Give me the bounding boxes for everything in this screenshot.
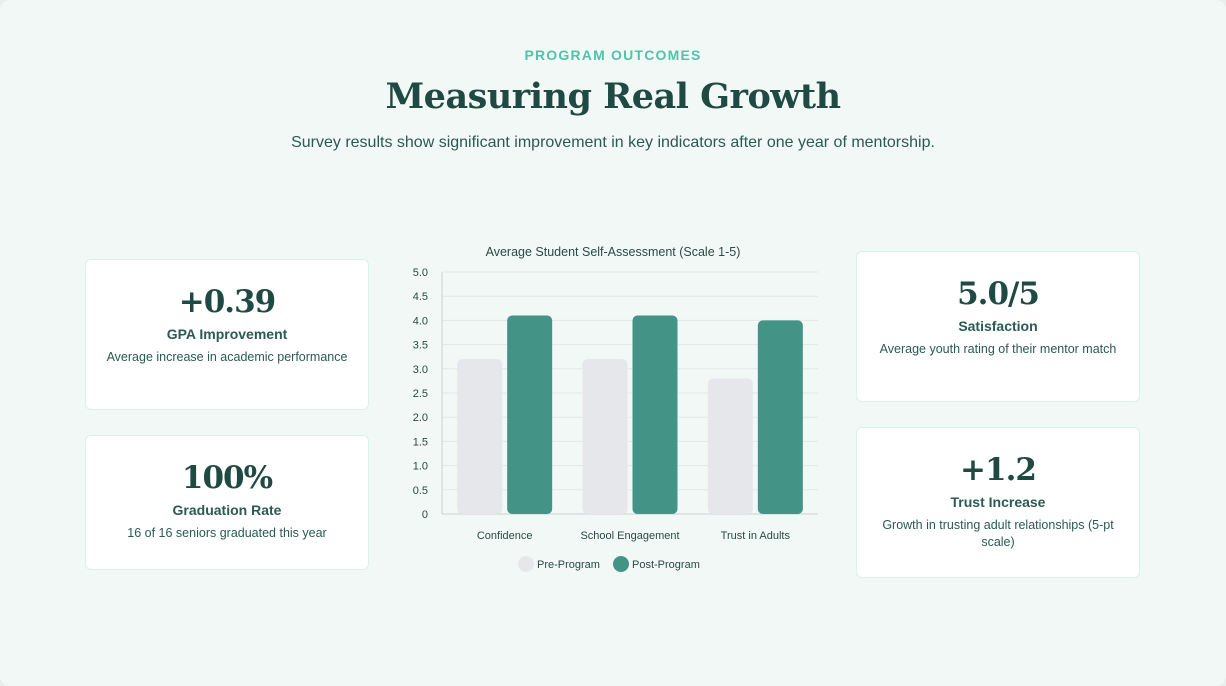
stat-label: Trust Increase: [950, 494, 1046, 510]
stat-value: +1.2: [960, 452, 1037, 488]
y-tick-label: 2.5: [413, 388, 428, 400]
legend-label: Pre-Program: [537, 559, 600, 571]
bar-pre-program: [457, 359, 503, 514]
y-tick-label: 4.0: [413, 315, 428, 327]
stat-description: Average youth rating of their mentor mat…: [879, 342, 1117, 356]
x-tick-label: Trust in Adults: [721, 530, 791, 542]
y-tick-label: 2.0: [413, 412, 428, 424]
stat-card-gpa: +0.39 GPA Improvement Average increase i…: [85, 259, 369, 410]
legend-label: Post-Program: [632, 559, 700, 571]
y-tick-label: 1.5: [413, 436, 428, 448]
stat-value: +0.39: [178, 284, 276, 320]
page-subtitle: Survey results show significant improvem…: [291, 134, 935, 151]
bar-post-program: [507, 315, 553, 514]
stat-value: 100%: [181, 460, 273, 496]
stat-card-satisfaction: 5.0/5 Satisfaction Average youth rating …: [856, 251, 1140, 402]
stat-value: 5.0/5: [957, 276, 1040, 312]
chart-title: Average Student Self-Assessment (Scale 1…: [486, 245, 741, 259]
stat-card-trust: +1.2 Trust Increase Growth in trusting a…: [856, 427, 1140, 578]
bar-post-program: [632, 315, 678, 514]
y-tick-label: 0: [422, 509, 428, 521]
y-tick-label: 3.0: [413, 364, 428, 376]
stat-label: Satisfaction: [958, 318, 1038, 334]
bar-pre-program: [707, 378, 753, 514]
stat-label: GPA Improvement: [166, 326, 288, 342]
y-tick-label: 4.5: [413, 291, 428, 303]
stat-description: Average increase in academic performance: [106, 350, 348, 364]
bar-pre-program: [582, 359, 628, 514]
y-tick-label: 3.5: [413, 340, 428, 352]
page-title: Measuring Real Growth: [385, 76, 841, 117]
y-tick-label: 1.0: [413, 461, 428, 473]
y-tick-label: 0.5: [413, 485, 428, 497]
section-eyebrow: PROGRAM OUTCOMES: [524, 47, 702, 63]
stat-card-graduation: 100% Graduation Rate 16 of 16 seniors gr…: [85, 435, 369, 570]
legend-swatch: [613, 556, 629, 572]
legend-swatch: [518, 556, 534, 572]
x-tick-label: School Engagement: [580, 530, 679, 542]
stat-description: Growth in trusting adult relationships (…: [882, 518, 1114, 549]
y-tick-label: 5.0: [413, 267, 428, 279]
stat-description: 16 of 16 seniors graduated this year: [127, 526, 327, 540]
x-tick-label: Confidence: [477, 530, 533, 542]
bar-post-program: [757, 320, 803, 514]
stat-label: Graduation Rate: [172, 502, 282, 518]
bar-chart: Average Student Self-Assessment (Scale 1…: [413, 245, 818, 572]
